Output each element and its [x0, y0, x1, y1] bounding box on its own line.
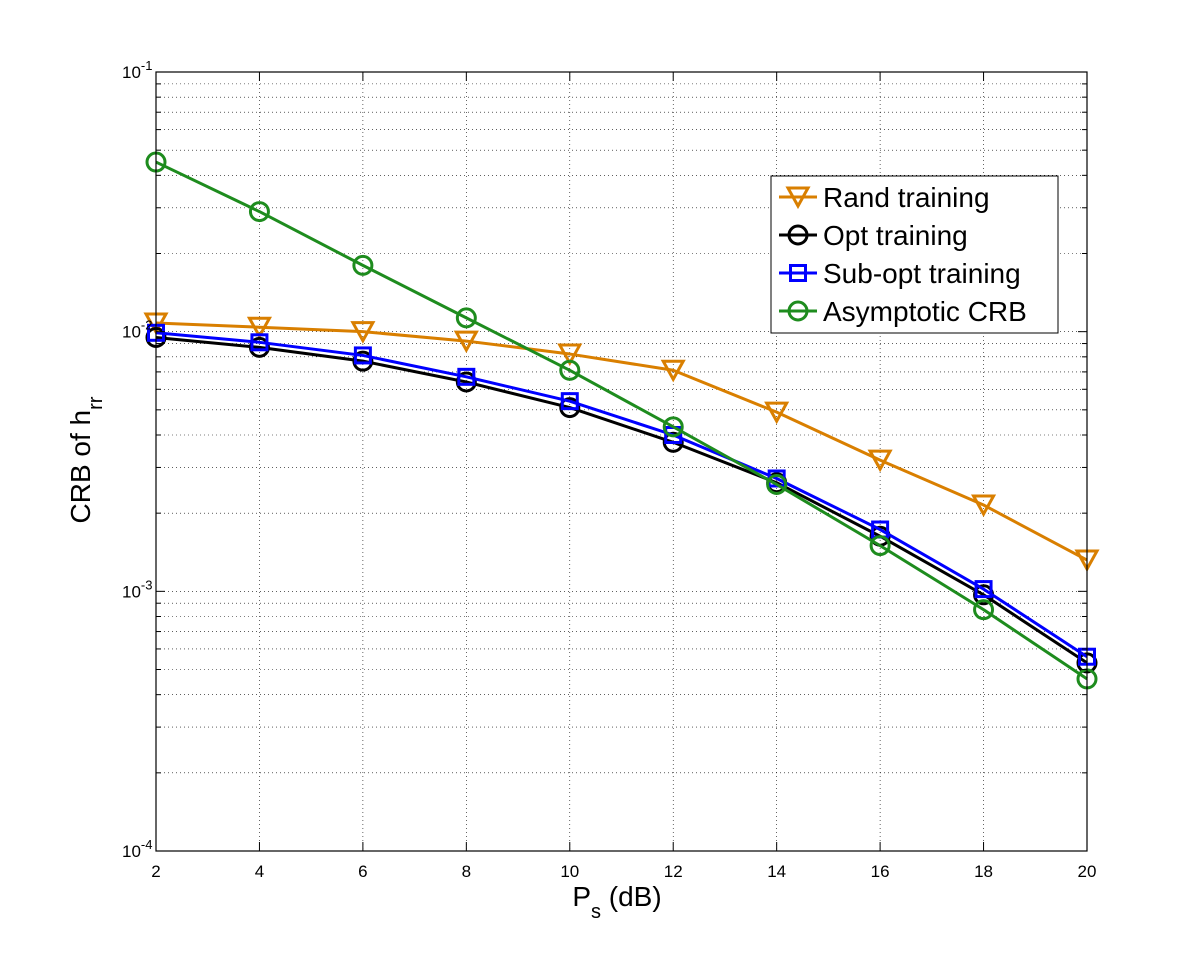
x-tick-label: 20	[1078, 862, 1097, 881]
data-point	[974, 580, 993, 599]
data-point	[869, 535, 891, 557]
data-point	[353, 346, 372, 365]
data-point	[457, 367, 476, 386]
series-line	[155, 331, 1088, 658]
x-tick-label: 18	[974, 862, 993, 881]
y-tick-base: 10	[122, 582, 141, 601]
data-point	[248, 201, 270, 223]
series-line	[155, 335, 1088, 665]
data-point	[559, 359, 581, 381]
series-line	[155, 321, 1088, 562]
data-point	[971, 494, 997, 518]
legend-item: Opt training	[779, 220, 968, 251]
legend: Rand training Opt training Sub-opt trainin…	[770, 175, 1059, 334]
data-point	[350, 321, 376, 344]
y-tick-base: 10	[122, 323, 141, 342]
data-point	[557, 343, 583, 367]
data-point	[246, 316, 272, 340]
y-tick-exponent: -1	[141, 58, 153, 73]
x-tick-label: 4	[255, 862, 264, 881]
y-tick-label: 10-2	[122, 318, 152, 342]
x-tick-label: 10	[560, 862, 579, 881]
x-tick-label: 12	[664, 862, 683, 881]
data-point	[455, 307, 477, 329]
y-axis-label: CRB of hrr	[65, 396, 107, 523]
data-point	[660, 359, 686, 383]
legend-item: Rand training	[779, 182, 990, 213]
y-tick-exponent: -4	[141, 837, 153, 852]
series-layer	[143, 151, 1100, 690]
data-point	[764, 401, 790, 425]
data-point	[250, 333, 269, 352]
series-line	[155, 160, 1088, 681]
legend-marker	[785, 186, 811, 210]
y-tick-base: 10	[122, 63, 141, 82]
data-point	[453, 330, 479, 354]
y-tick-label: 10-3	[122, 577, 152, 601]
legend-marker	[789, 264, 807, 282]
legend-label: Sub-opt training	[823, 258, 1021, 289]
x-tick-label: 2	[151, 862, 160, 881]
axis-ticks	[155, 71, 1088, 852]
data-point	[766, 473, 788, 495]
x-tick-label: 14	[767, 862, 786, 881]
legend-label: Rand training	[823, 182, 990, 213]
legend-box	[770, 175, 1059, 334]
legend-marker	[787, 224, 809, 246]
x-tick-label: 6	[358, 862, 367, 881]
plot-frame	[155, 71, 1088, 852]
x-tick-label: 16	[871, 862, 890, 881]
series-0	[143, 312, 1100, 573]
legend-item: Sub-opt training	[779, 258, 1021, 289]
x-axis-label: Ps (dB)	[572, 881, 661, 923]
legend-label: Opt training	[823, 220, 968, 251]
y-tick-label: 10-4	[122, 837, 152, 861]
legend-marker	[787, 300, 809, 322]
y-tick-label: 10-1	[122, 58, 152, 82]
x-tick-label: 8	[462, 862, 471, 881]
y-tick-exponent: -3	[141, 577, 153, 592]
y-tick-base: 10	[122, 842, 141, 861]
data-point	[867, 449, 893, 473]
y-tick-exponent: -2	[141, 318, 153, 333]
data-point	[973, 599, 995, 621]
data-point	[560, 392, 579, 411]
legend-label: Asymptotic CRB	[823, 296, 1027, 327]
data-point	[352, 254, 374, 276]
data-point	[662, 416, 684, 438]
legend-item: Asymptotic CRB	[779, 296, 1027, 327]
